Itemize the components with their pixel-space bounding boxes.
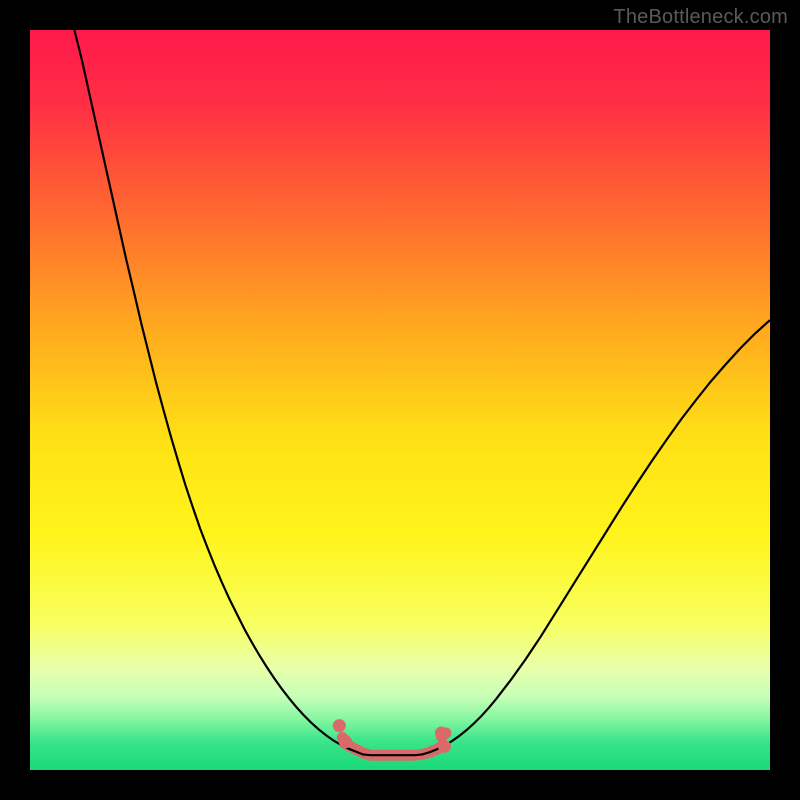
highlight-dot — [339, 735, 352, 748]
watermark-text: TheBottleneck.com — [613, 6, 788, 29]
highlight-dot — [333, 719, 346, 732]
chart-plot-area — [30, 30, 770, 770]
highlight-dot — [438, 740, 451, 753]
chart-background — [30, 30, 770, 770]
highlight-dot — [435, 727, 448, 740]
outer-frame: TheBottleneck.com — [0, 0, 800, 800]
chart-svg — [30, 30, 770, 770]
